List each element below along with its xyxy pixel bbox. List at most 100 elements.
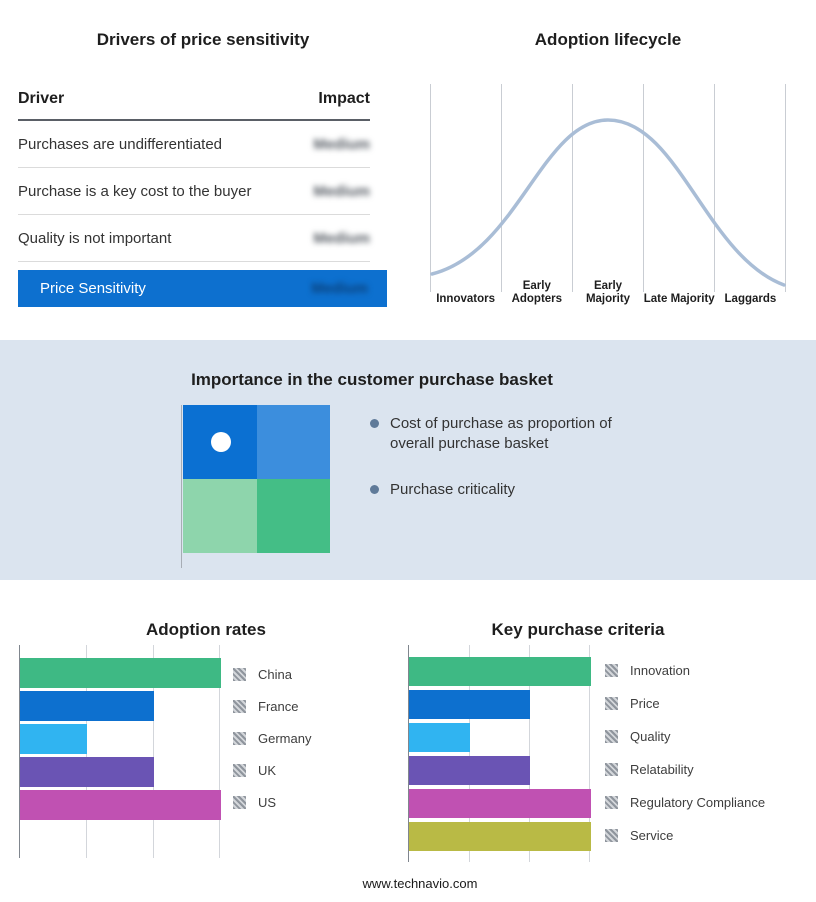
legend-label: Innovation bbox=[630, 663, 690, 678]
legend-swatch-icon bbox=[605, 796, 618, 809]
bullet-icon bbox=[370, 419, 379, 428]
adoption-rates-chart bbox=[19, 645, 221, 858]
drivers-table-header: Driver Impact bbox=[18, 90, 370, 121]
gridline bbox=[153, 645, 154, 858]
legend-item: Quality bbox=[605, 729, 765, 744]
purchase-basket-quadrant bbox=[183, 405, 330, 553]
y-axis-line bbox=[19, 645, 20, 858]
bell-curve bbox=[430, 118, 786, 287]
lifecycle-stage-labels: Innovators Early Adopters Early Majority… bbox=[430, 270, 786, 306]
bar-uk bbox=[20, 757, 154, 787]
legend-item: Innovation bbox=[605, 663, 765, 678]
stage-label: Early Adopters bbox=[511, 279, 563, 305]
table-row: Purchase is a key cost to the buyer Medi… bbox=[18, 168, 370, 215]
price-sensitivity-impact: Medium bbox=[311, 280, 368, 297]
quadrant-cell bbox=[256, 405, 330, 479]
legend-swatch-icon bbox=[605, 730, 618, 743]
gridline bbox=[219, 645, 220, 858]
bar-quality bbox=[409, 723, 470, 752]
legend-label: China bbox=[258, 667, 292, 682]
impact-cell: Medium bbox=[313, 182, 370, 200]
legend-label: UK bbox=[258, 763, 277, 778]
legend-swatch-icon bbox=[233, 796, 246, 809]
quadrant-axis-line bbox=[181, 405, 182, 568]
list-item: Cost of purchase as proportion of overal… bbox=[370, 414, 650, 455]
impact-cell: Medium bbox=[313, 229, 370, 247]
legend-swatch-icon bbox=[605, 697, 618, 710]
legend-swatch-icon bbox=[605, 664, 618, 677]
lifecycle-gridlines bbox=[430, 84, 786, 292]
bar-group bbox=[20, 658, 221, 820]
legend-label: Quality bbox=[630, 729, 671, 744]
bar-us bbox=[20, 790, 221, 820]
bar-regulatory-compliance bbox=[409, 789, 591, 818]
legend-label: Germany bbox=[258, 731, 312, 746]
bar-innovation bbox=[409, 657, 591, 686]
legend-label: Regulatory Compliance bbox=[630, 795, 766, 810]
legend-item: Price bbox=[605, 696, 765, 711]
legend-label: US bbox=[258, 795, 277, 810]
website-url: www.technavio.com bbox=[362, 876, 478, 891]
gridline bbox=[529, 645, 531, 862]
bar-germany bbox=[20, 724, 87, 754]
price-sensitivity-label: Price Sensitivity bbox=[40, 280, 146, 297]
y-axis-line bbox=[408, 645, 409, 862]
driver-cell: Purchases are undifferentiated bbox=[18, 135, 223, 153]
legend-swatch-icon bbox=[605, 829, 618, 842]
adoption-rates-title: Adoption rates bbox=[146, 620, 266, 640]
legend-swatch-icon bbox=[233, 732, 246, 745]
adoption-rates-legend: China France Germany UK US bbox=[233, 667, 312, 828]
stage-label: Laggards bbox=[724, 292, 777, 305]
legend-swatch-icon bbox=[233, 764, 246, 777]
basket-bullet-list: Cost of purchase as proportion of overal… bbox=[370, 414, 650, 525]
gridline bbox=[589, 645, 590, 862]
legend-swatch-icon bbox=[233, 700, 246, 713]
key-purchase-criteria-title: Key purchase criteria bbox=[491, 620, 665, 640]
legend-item: Service bbox=[605, 828, 765, 843]
price-sensitivity-summary-bar: Price Sensitivity Medium bbox=[18, 270, 387, 307]
gridline bbox=[468, 645, 470, 862]
legend-item: Regulatory Compliance bbox=[605, 795, 766, 810]
lifecycle-panel-title: Adoption lifecycle bbox=[534, 30, 682, 50]
stage-label: Innovators bbox=[436, 292, 495, 305]
table-row: Purchases are undifferentiated Medium bbox=[18, 121, 370, 168]
list-item: Purchase criticality bbox=[370, 480, 650, 500]
bullet-text: Purchase criticality bbox=[390, 480, 516, 498]
bar-china bbox=[20, 658, 221, 688]
legend-item: France bbox=[233, 699, 311, 714]
driver-cell: Quality is not important bbox=[18, 229, 172, 247]
legend-label: Price bbox=[630, 696, 660, 711]
stage-label: Early Majority bbox=[585, 279, 631, 305]
basket-panel-title: Importance in the customer purchase bask… bbox=[191, 370, 553, 390]
quadrant-position-dot-icon bbox=[211, 432, 231, 452]
stage-label: Late Majority bbox=[643, 292, 715, 305]
legend-item: Relatability bbox=[605, 762, 765, 777]
key-purchase-criteria-chart bbox=[408, 645, 591, 862]
bar-relatability bbox=[409, 756, 531, 785]
bar-price bbox=[409, 690, 531, 719]
bar-service bbox=[409, 822, 591, 851]
column-header-driver: Driver bbox=[18, 90, 65, 107]
bar-group bbox=[409, 657, 591, 851]
adoption-lifecycle-curve-chart bbox=[430, 84, 786, 292]
bar-france bbox=[20, 691, 154, 721]
legend-item: China bbox=[233, 667, 311, 682]
legend-label: Service bbox=[630, 828, 674, 843]
quadrant-cell bbox=[183, 479, 257, 553]
driver-cell: Purchase is a key cost to the buyer bbox=[18, 182, 252, 200]
bullet-icon bbox=[370, 484, 379, 494]
quadrant-cell bbox=[256, 479, 330, 553]
legend-item: US bbox=[233, 795, 311, 810]
legend-item: Germany bbox=[233, 731, 312, 746]
legend-label: France bbox=[258, 699, 299, 714]
key-purchase-criteria-legend: Innovation Price Quality Relatability Re… bbox=[605, 663, 766, 862]
purchase-basket-band bbox=[0, 340, 816, 580]
table-row: Quality is not important Medium bbox=[18, 215, 370, 262]
legend-item: UK bbox=[233, 763, 311, 778]
bullet-text: Cost of purchase as proportion of overal… bbox=[390, 415, 612, 453]
legend-swatch-icon bbox=[605, 763, 618, 776]
legend-swatch-icon bbox=[233, 668, 246, 681]
drivers-table: Driver Impact Purchases are undifferenti… bbox=[18, 90, 370, 262]
drivers-panel-title: Drivers of price sensitivity bbox=[96, 30, 310, 50]
